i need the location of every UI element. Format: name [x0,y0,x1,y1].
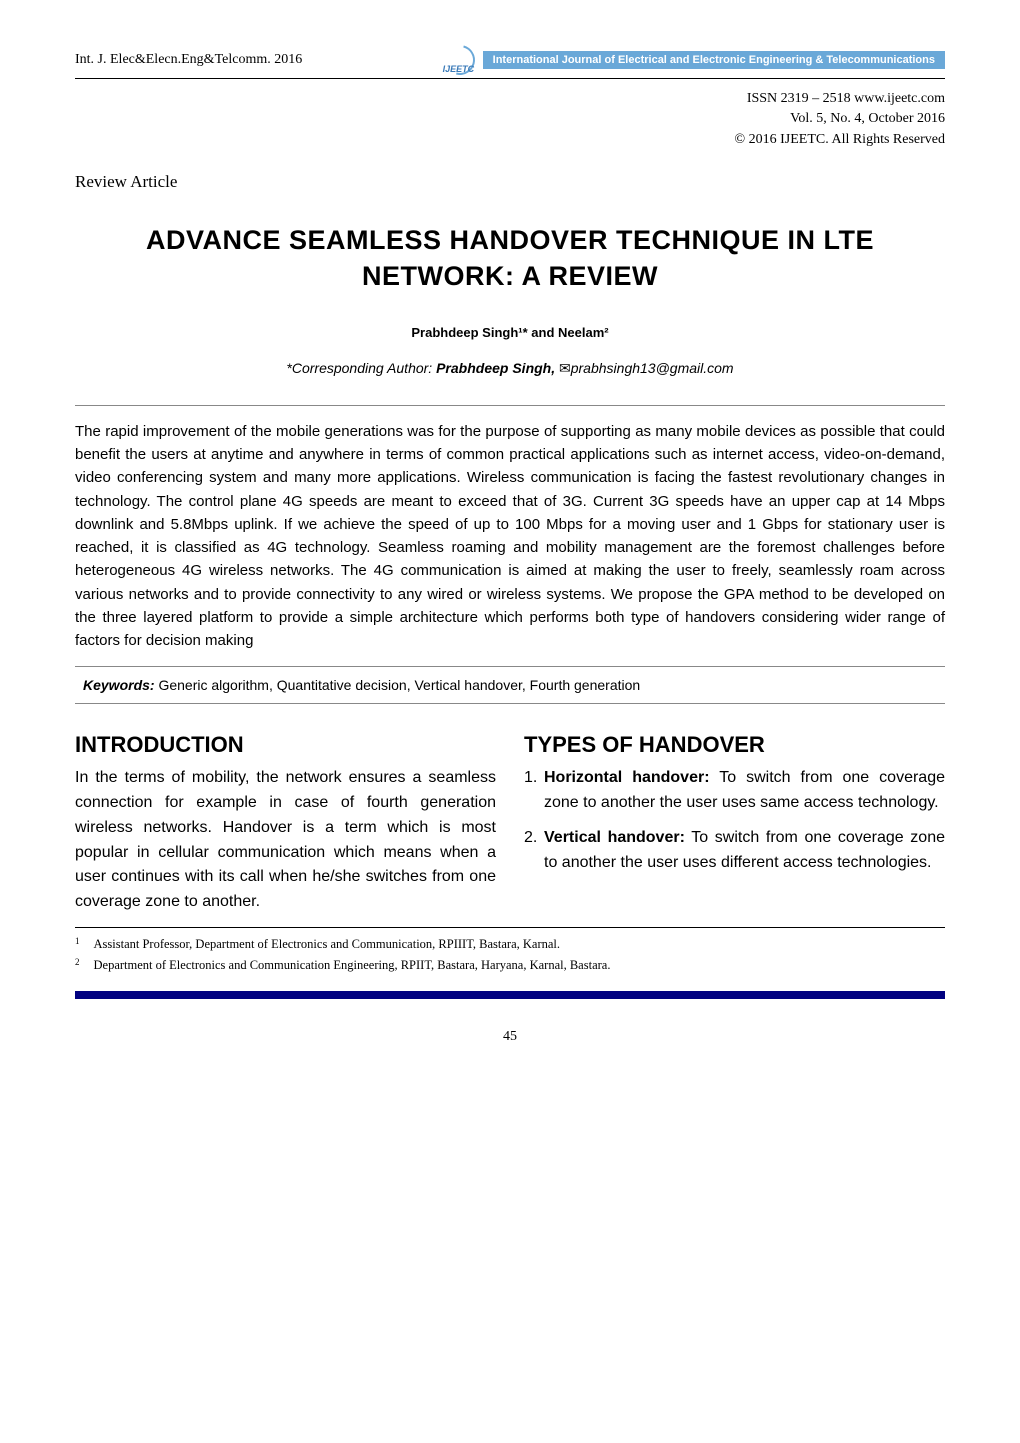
handover-term: Vertical handover: [544,829,685,846]
footnote-text: Assistant Professor, Department of Elect… [94,934,561,955]
issn-line: ISSN 2319 – 2518 www.ijeetc.com [75,89,945,109]
corresponding-author: *Corresponding Author: Prabhdeep Singh, … [75,360,945,377]
keywords-rule-bottom [75,703,945,704]
introduction-heading: INTRODUCTION [75,732,496,758]
header-row: Int. J. Elec&Elecn.Eng&Telcomm. 2016 IJE… [75,50,945,70]
volume-line: Vol. 5, No. 4, October 2016 [75,109,945,129]
list-item: 2. Vertical handover: To switch from one… [524,826,945,876]
corresponding-prefix: *Corresponding Author: [286,360,436,376]
footnote: 1 Assistant Professor, Department of Ele… [75,934,945,955]
footnote-text: Department of Electronics and Communicat… [94,955,611,976]
left-column: INTRODUCTION In the terms of mobility, t… [75,732,496,915]
keywords-text: Generic algorithm, Quantitative decision… [155,677,641,693]
keywords-rule-top [75,666,945,667]
logo-swoosh-icon: IJEETC [440,50,480,70]
corresponding-name: Prabhdeep Singh, [436,360,555,376]
abstract-text: The rapid improvement of the mobile gene… [75,420,945,653]
two-column-body: INTRODUCTION In the terms of mobility, t… [75,732,945,915]
bottom-bar [75,991,945,999]
logo-acronym: IJEETC [443,64,475,74]
journal-logo: IJEETC International Journal of Electric… [440,50,945,70]
footnote: 2 Department of Electronics and Communic… [75,955,945,976]
top-rule [75,78,945,79]
list-number: 2. [524,826,544,876]
abstract-rule-top [75,405,945,406]
logo-banner: International Journal of Electrical and … [483,51,945,69]
journal-reference: Int. J. Elec&Elecn.Eng&Telcomm. 2016 [75,52,302,68]
footnote-mark: 1 [75,934,80,955]
article-type: Review Article [75,172,945,192]
handover-list: 1. Horizontal handover: To switch from o… [524,766,945,875]
issn-block: ISSN 2319 – 2518 www.ijeetc.com Vol. 5, … [75,89,945,150]
right-column: TYPES OF HANDOVER 1. Horizontal handover… [524,732,945,915]
introduction-body: In the terms of mobility, the network en… [75,766,496,915]
envelope-icon: ✉ [559,360,571,376]
footnote-mark: 2 [75,955,80,976]
keywords-line: Keywords: Generic algorithm, Quantitativ… [75,677,945,693]
footnotes: 1 Assistant Professor, Department of Ele… [75,934,945,977]
copyright-line: © 2016 IJEETC. All Rights Reserved [75,130,945,150]
footnote-rule [75,927,945,928]
list-item: 1. Horizontal handover: To switch from o… [524,766,945,816]
authors: Prabhdeep Singh¹* and Neelam² [75,325,945,340]
corresponding-email: prabhsingh13@gmail.com [571,360,734,376]
keywords-label: Keywords: [83,677,155,693]
article-title: ADVANCE SEAMLESS HANDOVER TECHNIQUE IN L… [75,222,945,295]
handover-term: Horizontal handover: [544,769,710,786]
page-number: 45 [75,1029,945,1045]
list-number: 1. [524,766,544,816]
types-heading: TYPES OF HANDOVER [524,732,945,758]
